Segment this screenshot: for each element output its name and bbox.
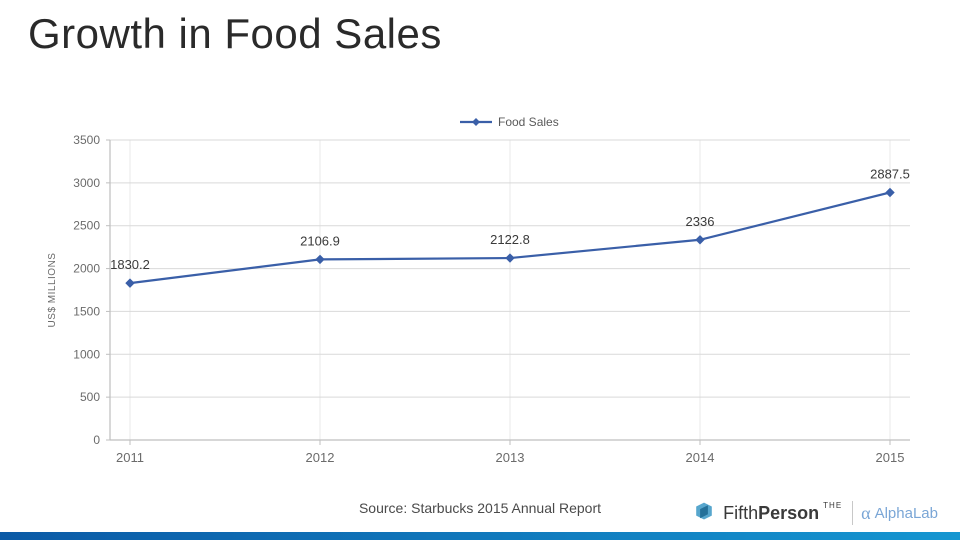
y-tick-label: 3500 xyxy=(73,133,100,147)
footer-accent-bar xyxy=(0,532,960,540)
alpha-icon: α xyxy=(861,503,870,524)
x-tick-label: 2013 xyxy=(496,450,525,465)
y-axis-label: US$ MILLIONS xyxy=(47,253,58,328)
data-marker xyxy=(316,255,324,263)
y-tick-label: 1000 xyxy=(73,347,100,361)
data-marker xyxy=(886,189,894,197)
data-label: 2887.5 xyxy=(870,167,910,182)
data-marker xyxy=(696,236,704,244)
data-label: 2336 xyxy=(686,214,715,229)
y-tick-label: 0 xyxy=(93,433,100,447)
fifthperson-text: FifthPerson xyxy=(723,503,819,524)
data-label: 1830.2 xyxy=(110,257,150,272)
logo-divider xyxy=(852,501,853,525)
y-tick-label: 2000 xyxy=(73,262,100,276)
fifthperson-mark-icon xyxy=(691,500,717,526)
data-marker xyxy=(126,279,134,287)
x-tick-label: 2015 xyxy=(876,450,905,465)
x-tick-label: 2011 xyxy=(116,450,144,465)
y-tick-label: 3000 xyxy=(73,176,100,190)
page-title: Growth in Food Sales xyxy=(28,10,442,58)
x-tick-label: 2014 xyxy=(686,450,715,465)
alphalab-text: AlphaLab xyxy=(875,505,938,522)
x-tick-label: 2012 xyxy=(306,450,335,465)
data-marker xyxy=(506,254,514,262)
y-tick-label: 2500 xyxy=(73,219,100,233)
data-label: 2106.9 xyxy=(300,233,340,248)
legend-marker-icon xyxy=(472,118,480,126)
y-tick-label: 500 xyxy=(80,390,100,404)
footer-logos: FifthPerson THE α AlphaLab xyxy=(691,500,938,526)
legend-label: Food Sales xyxy=(498,115,559,129)
food-sales-chart: 0 500 1000 1500 2000 2500 3000 3500 2011 2012 2013… xyxy=(30,110,930,480)
y-tick-label: 1500 xyxy=(73,304,100,318)
fifthperson-the: THE xyxy=(823,501,842,510)
alphalab-logo: α AlphaLab xyxy=(861,503,938,524)
chart-svg: 0 500 1000 1500 2000 2500 3000 3500 2011 2012 2013… xyxy=(30,110,930,480)
fifthperson-logo: FifthPerson THE xyxy=(691,500,844,526)
data-label: 2122.8 xyxy=(490,232,530,247)
